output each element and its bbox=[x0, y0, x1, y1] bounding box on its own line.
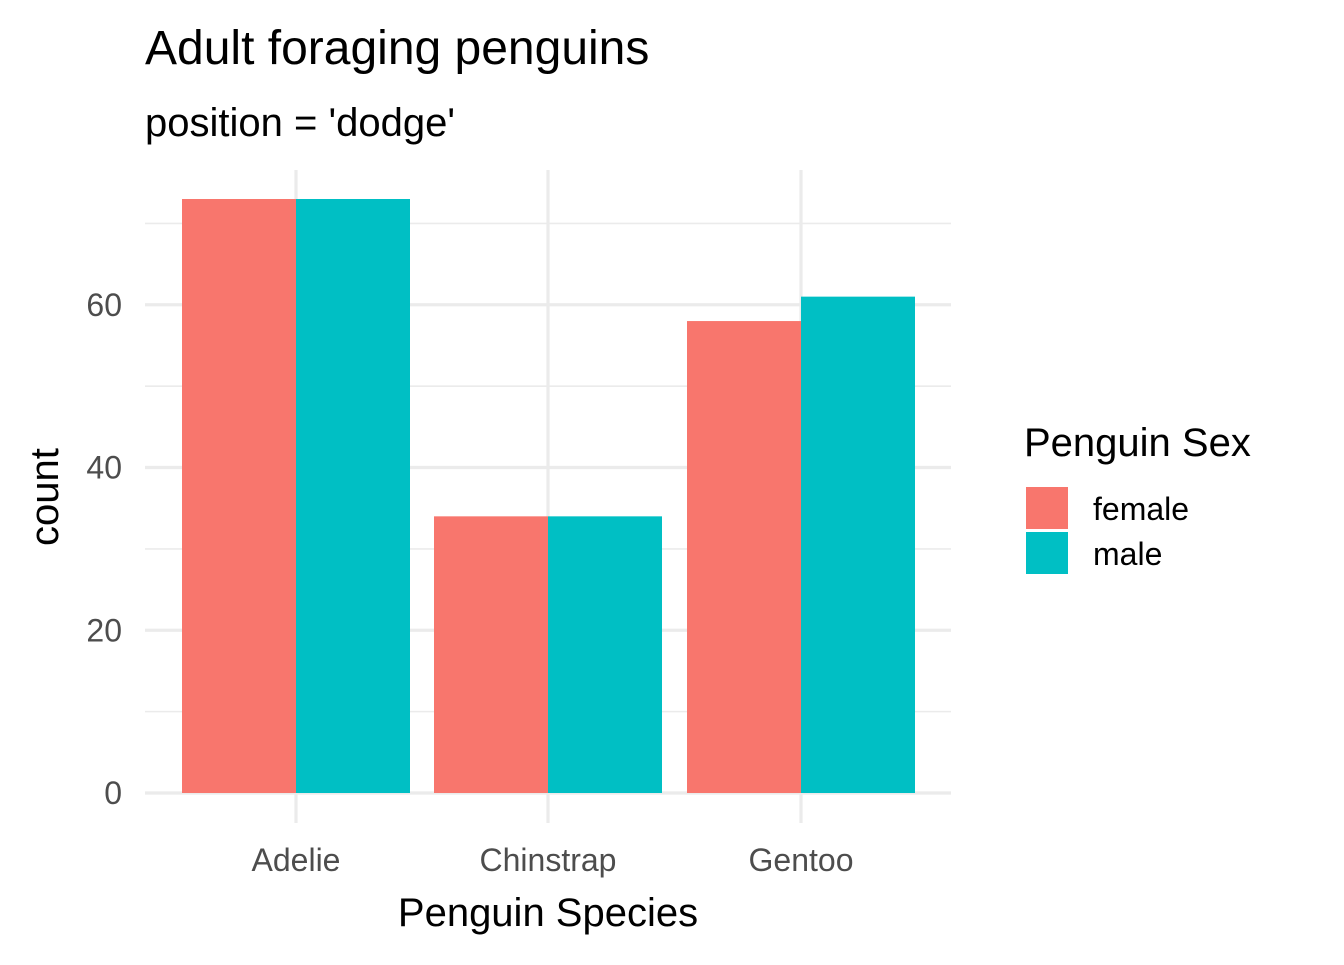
bar-chinstrap-female bbox=[434, 516, 548, 793]
bar-adelie-female bbox=[182, 199, 296, 793]
chart-title: Adult foraging penguins bbox=[145, 22, 649, 75]
bars bbox=[182, 199, 915, 793]
y-tick-label: 60 bbox=[86, 287, 122, 323]
x-axis-title: Penguin Species bbox=[398, 891, 698, 935]
legend-entries: female male bbox=[1026, 487, 1189, 574]
x-tick-label: Gentoo bbox=[749, 842, 854, 878]
x-tick-label: Adelie bbox=[252, 842, 341, 878]
legend-label-male: male bbox=[1093, 536, 1162, 572]
bar-adelie-male bbox=[296, 199, 410, 793]
y-axis-ticks: 0 20 40 60 bbox=[86, 287, 122, 811]
y-tick-label: 0 bbox=[104, 775, 122, 811]
x-axis-ticks: Adelie Chinstrap Gentoo bbox=[252, 842, 854, 878]
legend-label-female: female bbox=[1093, 491, 1189, 527]
chart-subtitle: position = 'dodge' bbox=[145, 101, 455, 145]
bar-gentoo-female bbox=[687, 321, 801, 793]
x-tick-label: Chinstrap bbox=[480, 842, 617, 878]
legend-key-female bbox=[1026, 487, 1068, 529]
legend-title: Penguin Sex bbox=[1024, 421, 1251, 465]
legend: Penguin Sex female male bbox=[1024, 421, 1251, 574]
y-tick-label: 40 bbox=[86, 450, 122, 486]
y-tick-label: 20 bbox=[86, 612, 122, 648]
y-axis-title: count bbox=[23, 448, 67, 546]
bar-gentoo-male bbox=[801, 296, 915, 793]
bar-chinstrap-male bbox=[548, 516, 662, 793]
legend-key-male bbox=[1026, 532, 1068, 574]
